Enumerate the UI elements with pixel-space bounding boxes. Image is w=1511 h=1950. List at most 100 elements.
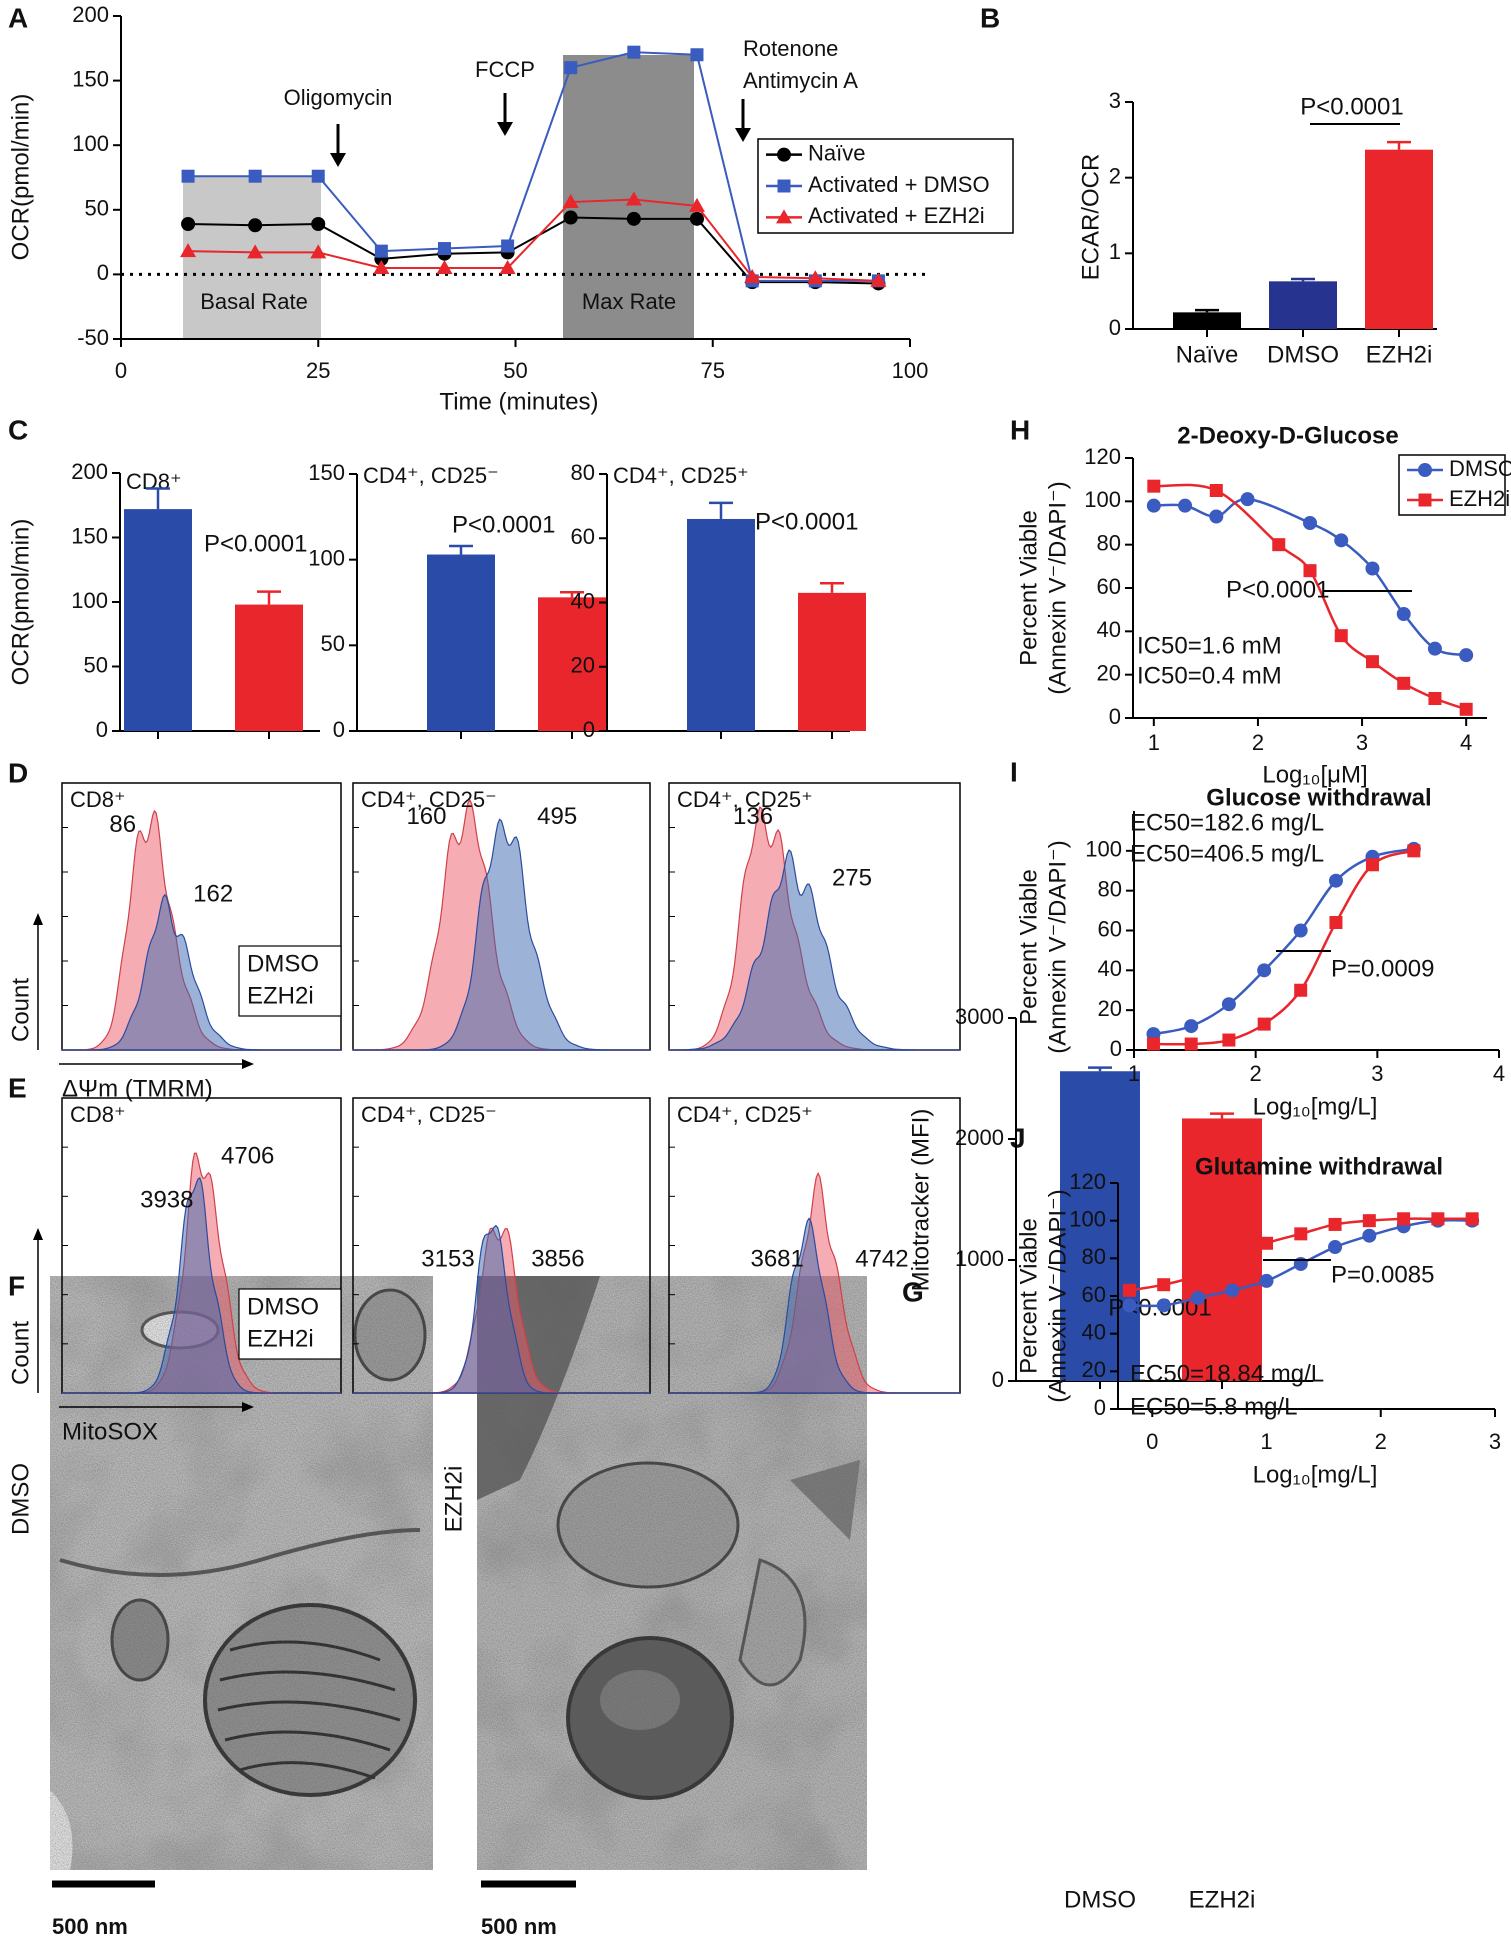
legend-box (238, 945, 342, 1017)
bar (1269, 281, 1337, 329)
data-point (1178, 498, 1193, 513)
data-point (1407, 844, 1421, 858)
y-tick-label: 20 (571, 653, 595, 678)
data-point (311, 169, 325, 183)
annotation: Antimycin A (743, 68, 858, 93)
arrow-head (242, 1402, 254, 1412)
data-point (1459, 648, 1474, 663)
data-point (1397, 1212, 1411, 1226)
histogram-dmso (353, 1224, 650, 1394)
y-tick-label: 50 (85, 196, 109, 221)
y-tick-label: 80 (1082, 1244, 1106, 1269)
bar (124, 509, 192, 731)
x-axis-title: MitoSOX (62, 1418, 158, 1445)
y-tick-label: 20 (1082, 1357, 1106, 1382)
data-point (1459, 702, 1473, 716)
data-point (1221, 997, 1236, 1012)
panel-letter: E (8, 1072, 27, 1103)
y-tick-label: 60 (571, 524, 595, 549)
y-tick-label: 0 (96, 717, 108, 742)
y-tick-label: 0 (1109, 315, 1121, 340)
chart-title: 2-Deoxy-D-Glucose (1177, 422, 1398, 449)
legend-label: EZH2i (1449, 486, 1510, 511)
chart: 0 20 40 60 80 100 120 1 2 3 4 Log₁₀[μM] Percent Viab… (1015, 422, 1511, 788)
y-tick-label: 2 (1109, 163, 1121, 188)
data-point (1334, 629, 1348, 643)
legend-label: Naïve (808, 140, 865, 165)
data-point (1362, 1214, 1376, 1228)
y-tick-label: 40 (1098, 956, 1122, 981)
y-axis-title: OCR(pmol/min) (7, 94, 34, 261)
flow-title: CD8⁺ (70, 787, 126, 812)
histogram-dmso (669, 1217, 960, 1394)
mfi-label: 4742 (855, 1246, 908, 1273)
x-axis-title: Log₁₀[mg/L] (1253, 1093, 1378, 1120)
legend-marker (1418, 463, 1432, 477)
y-tick-label: 3000 (955, 1004, 1004, 1029)
y-tick-label: 1000 (955, 1246, 1004, 1271)
flow-title: CD4⁺, CD25⁻ (361, 1102, 497, 1127)
annotation: Basal Rate (200, 289, 308, 314)
data-point (248, 169, 262, 183)
data-point (1328, 873, 1343, 888)
x-axis-title: Log₁₀[mg/L] (1253, 1461, 1378, 1488)
panel-letter: G (902, 1276, 924, 1307)
histogram-dmso (668, 849, 960, 1051)
data-point (436, 259, 453, 274)
y-tick-label: 0 (1109, 704, 1121, 729)
y-tick-label: 50 (321, 631, 345, 656)
data-point (563, 210, 578, 225)
data-point (1146, 1037, 1160, 1051)
legend-label: DMSO (1449, 456, 1511, 481)
y-tick-label: 0 (97, 260, 109, 285)
data-point (564, 61, 578, 75)
y-axis-title: (Annexin V⁻/DAPI⁻) (1044, 481, 1071, 694)
y-tick-label: 20 (1098, 996, 1122, 1021)
legend-label: EZH2i (247, 982, 314, 1009)
y-tick-label: 3 (1109, 88, 1121, 113)
data-point (1328, 1217, 1342, 1231)
data-point (1428, 692, 1442, 705)
data-point (1365, 561, 1380, 576)
histogram-dmso (353, 818, 650, 1051)
annotation: P<0.0001 (755, 508, 858, 535)
data-point (248, 218, 263, 233)
x-tick-label: 2 (1375, 1429, 1387, 1454)
data-point (1260, 1236, 1274, 1250)
panel-letter: A (8, 2, 28, 33)
annotation: EC50=406.5 mg/L (1130, 840, 1324, 867)
y-tick-label: 80 (1097, 530, 1121, 555)
mfi-label: 3856 (531, 1246, 584, 1273)
fit-curve (1153, 497, 1467, 657)
bar (538, 597, 606, 731)
fit-curve (1153, 847, 1415, 1036)
data-point (562, 194, 579, 209)
y-axis-title: Count (7, 978, 34, 1042)
data-point (1303, 564, 1317, 578)
y-tick-label: 40 (1082, 1319, 1106, 1344)
annotation: Max Rate (582, 289, 676, 314)
legend-marker (1418, 493, 1432, 507)
y-tick-label: 40 (571, 588, 595, 613)
legend-marker (777, 179, 791, 193)
x-tick-label: 4 (1493, 1061, 1505, 1086)
data-point (1184, 1037, 1198, 1051)
data-point (1329, 916, 1343, 930)
bar (687, 518, 755, 731)
data-point (1156, 1298, 1171, 1313)
em-label: DMSO (7, 1463, 34, 1535)
data-point (625, 191, 642, 206)
panel-letter: F (8, 1270, 25, 1301)
y-axis-title: ECAR/OCR (1077, 154, 1104, 281)
data-point (1209, 509, 1224, 524)
chart-title: CD4⁺, CD25⁻ (363, 463, 499, 488)
chart: 0 50 100 150 200 OCR(pmol/min) CD8⁺ P<0.0001 (7, 459, 320, 742)
chart: 0 1 2 3 ECAR/OCR Naïve DMSO EZH2i P<0.0001 (1077, 88, 1437, 368)
y-tick-label: 60 (1082, 1282, 1106, 1307)
y-axis-title: Percent Viable (1015, 1218, 1042, 1374)
bar (1173, 312, 1241, 329)
data-point (181, 217, 196, 232)
